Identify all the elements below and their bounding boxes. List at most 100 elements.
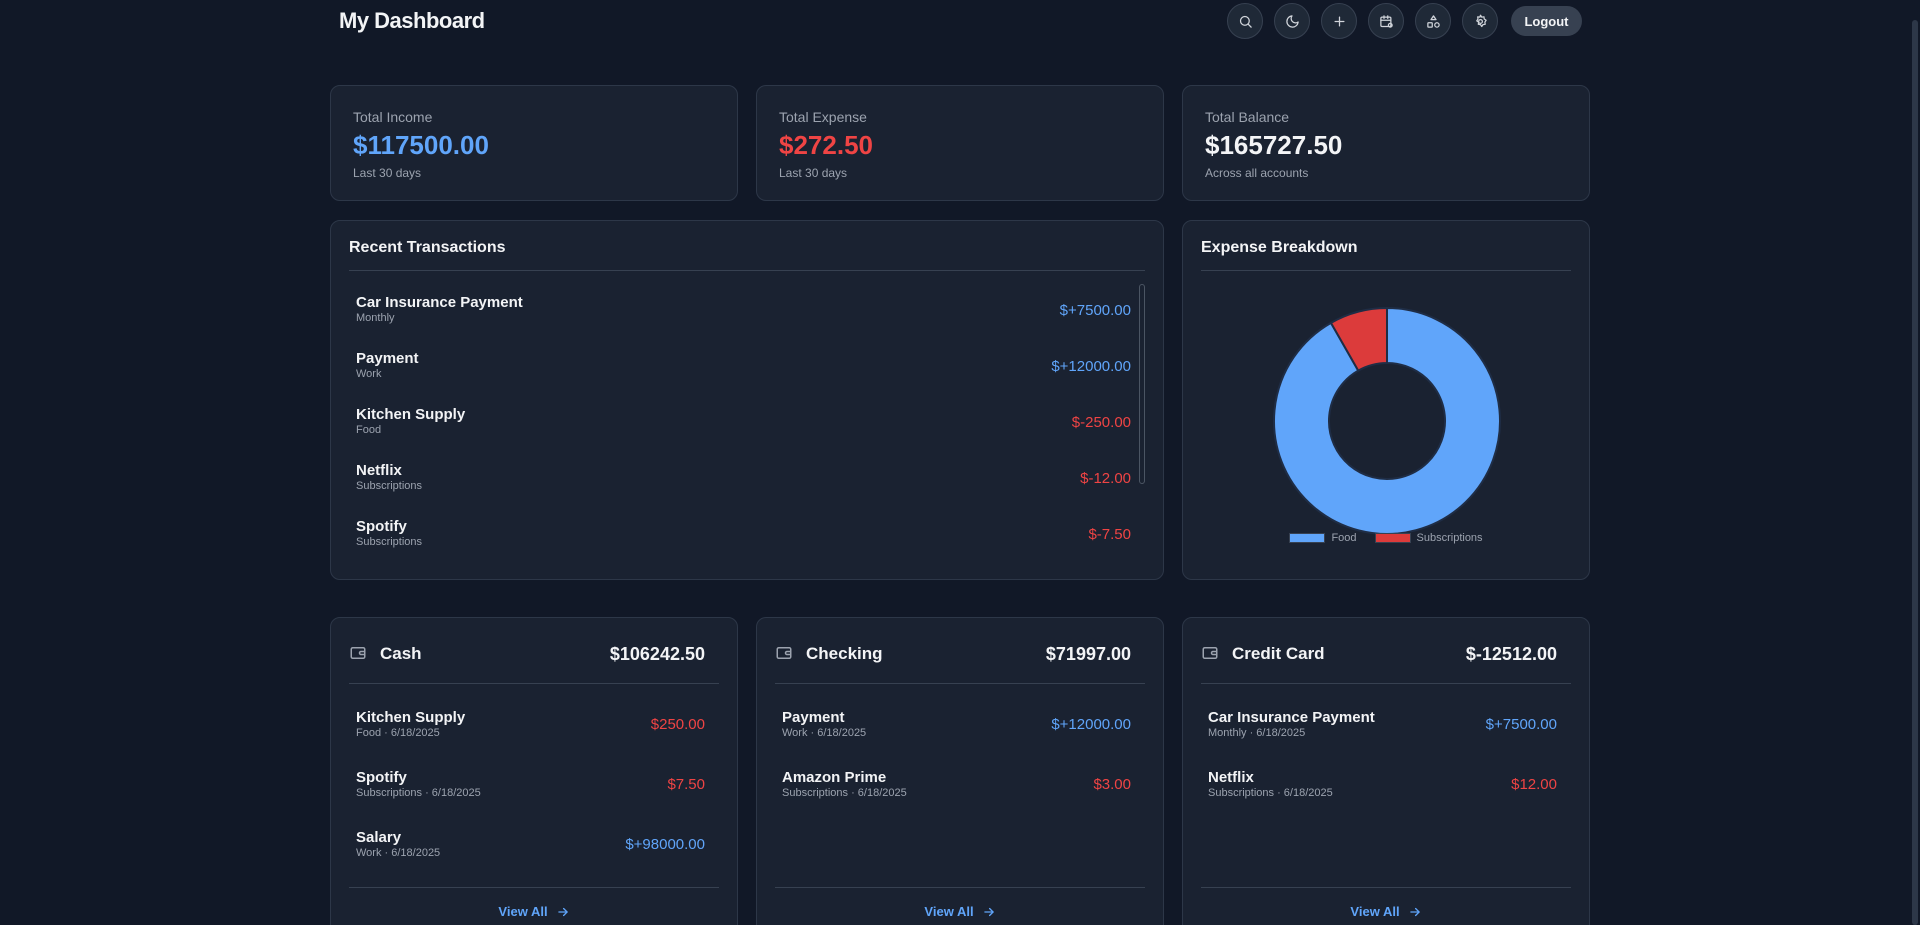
transaction-category: Subscriptions [356,536,423,548]
logout-button[interactable]: Logout [1511,6,1582,36]
arrow-right-icon [557,907,568,916]
account-name: Cash [380,644,422,663]
search-button[interactable] [1227,3,1263,39]
page-scrollbar[interactable] [1912,20,1918,925]
transaction-category: Food [356,424,382,436]
view-all-link[interactable]: View All [757,904,1163,919]
stat-value: $117500.00 [353,130,489,160]
divider [1201,270,1571,271]
account-name: Checking [806,644,883,663]
transaction-name: Kitchen Supply [356,709,466,726]
wallet-icon [775,644,793,662]
account-transaction-row[interactable]: Netflix Subscriptions · 6/18/2025 $12.00 [1208,769,1557,809]
transaction-name: Payment [356,350,419,367]
header: My Dashboard Logout [330,0,1590,45]
transaction-row[interactable]: Kitchen Supply Food $-250.00 [356,406,1131,446]
calendar-icon [1379,14,1393,28]
categories-button[interactable] [1415,3,1451,39]
account-transaction-row[interactable]: Salary Work · 6/18/2025 $+98000.00 [356,829,705,869]
stat-sub: Across all accounts [1205,166,1309,180]
search-icon [1239,15,1252,28]
transaction-amount: $+7500.00 [1485,716,1557,733]
transaction-category: Work [356,368,382,380]
transaction-name: Spotify [356,769,407,786]
transaction-row[interactable]: Payment Work $+12000.00 [356,350,1131,390]
account-transaction-row[interactable]: Kitchen Supply Food · 6/18/2025 $250.00 [356,709,705,749]
transaction-amount: $+7500.00 [1059,302,1131,319]
transaction-meta: Work · 6/18/2025 [356,847,441,859]
section-title: Recent Transactions [349,239,506,256]
divider [349,887,719,888]
scrollbar[interactable] [1139,284,1145,484]
transaction-meta: Food · 6/18/2025 [356,727,440,739]
account-total: $71997.00 [1045,644,1131,664]
transaction-name: Netflix [356,462,402,479]
page-title: My Dashboard [339,8,485,33]
arrow-right-icon [1409,907,1420,916]
transaction-meta: Monthly · 6/18/2025 [1208,727,1306,739]
transaction-name: Kitchen Supply [356,406,466,423]
section-title: Expense Breakdown [1201,239,1358,256]
transaction-row[interactable]: Netflix Subscriptions $-12.00 [356,462,1131,502]
transaction-row[interactable]: Spotify Subscriptions $-7.50 [356,518,1131,558]
add-button[interactable] [1321,3,1357,39]
transaction-amount: $+98000.00 [625,836,705,853]
legend-item[interactable]: Subscriptions [1374,532,1483,544]
legend-swatch [1289,533,1326,543]
account-transaction-row[interactable]: Spotify Subscriptions · 6/18/2025 $7.50 [356,769,705,809]
stat-card-expense: Total Expense $272.50 Last 30 days [756,85,1164,201]
stat-card-balance: Total Balance $165727.50 Across all acco… [1182,85,1590,201]
calendar-button[interactable] [1368,3,1404,39]
arrow-right-icon [983,907,994,916]
pie-slice-subscriptions[interactable] [1329,306,1388,372]
moon-icon [1285,14,1299,28]
divider [775,683,1145,684]
transaction-meta: Subscriptions · 6/18/2025 [1208,787,1333,799]
view-all-label: View All [498,904,548,919]
stat-card-income: Total Income $117500.00 Last 30 days [330,85,738,201]
transaction-amount: $250.00 [650,716,705,733]
stat-sub: Last 30 days [353,166,422,180]
stat-value: $272.50 [779,130,873,160]
account-transaction-row[interactable]: Payment Work · 6/18/2025 $+12000.00 [782,709,1131,749]
transaction-amount: $+12000.00 [1051,716,1131,733]
view-all-link[interactable]: View All [331,904,737,919]
account-name: Credit Card [1232,644,1325,663]
chart-legend: Food Subscriptions [1183,532,1589,544]
view-all-link[interactable]: View All [1183,904,1589,919]
legend-swatch [1374,533,1411,543]
stat-sub: Last 30 days [779,166,848,180]
transaction-name: Netflix [1208,769,1254,786]
account-card: Cash $106242.50 Kitchen Supply Food · 6/18/… [330,617,738,925]
gear-icon [1475,14,1487,27]
divider [1201,683,1571,684]
account-card: Credit Card $-12512.00 Car Insurance Payme… [1182,617,1590,925]
account-transaction-row[interactable]: Amazon Prime Subscriptions · 6/18/2025 $3.… [782,769,1131,809]
transaction-amount: $7.50 [667,776,705,793]
transaction-meta: Subscriptions · 6/18/2025 [782,787,907,799]
stat-label: Total Balance [1205,109,1290,125]
wallet-icon [349,644,367,662]
view-all-label: View All [1350,904,1400,919]
transaction-meta: Subscriptions · 6/18/2025 [356,787,481,799]
transaction-name: Payment [782,709,845,726]
transaction-meta: Work · 6/18/2025 [782,727,867,739]
settings-button[interactable] [1462,3,1498,39]
legend-label: Subscriptions [1416,532,1483,544]
legend-item[interactable]: Food [1289,532,1357,544]
theme-toggle-button[interactable] [1274,3,1310,39]
view-all-label: View All [924,904,974,919]
transaction-amount: $-7.50 [1088,526,1131,543]
account-total: $-12512.00 [1465,644,1557,664]
transaction-amount: $-250.00 [1071,414,1131,431]
divider [775,887,1145,888]
expense-donut-chart [1273,306,1501,535]
shapes-icon [1426,14,1440,28]
account-transaction-row[interactable]: Car Insurance Payment Monthly · 6/18/2025… [1208,709,1557,749]
transaction-amount: $3.00 [1093,776,1131,793]
transaction-amount: $-12.00 [1080,470,1131,487]
transaction-row[interactable]: Car Insurance Payment Monthly $+7500.00 [356,294,1131,334]
account-card: Checking $71997.00 Payment Work · 6/18/2025… [756,617,1164,925]
pie-slice-food[interactable] [1273,306,1501,535]
stat-value: $165727.50 [1205,130,1343,160]
